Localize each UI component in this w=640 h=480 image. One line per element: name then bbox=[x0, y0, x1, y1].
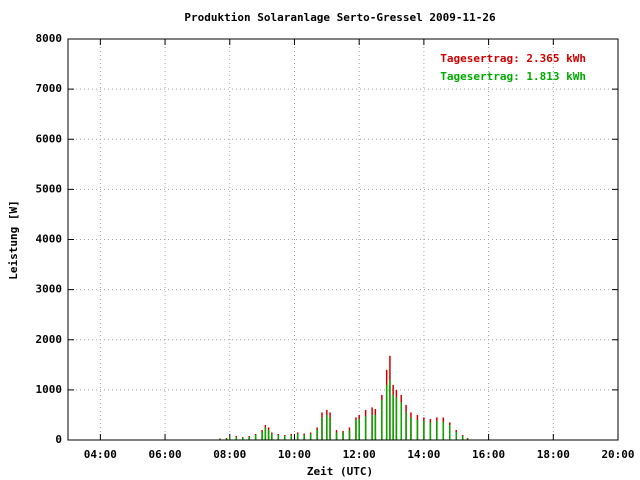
y-tick-label: 2000 bbox=[36, 333, 63, 346]
y-tick-label: 3000 bbox=[36, 283, 63, 296]
x-tick-label: 20:00 bbox=[601, 448, 634, 461]
y-tick-label: 0 bbox=[55, 433, 62, 446]
x-tick-label: 10:00 bbox=[278, 448, 311, 461]
x-axis-label: Zeit (UTC) bbox=[307, 465, 373, 478]
y-tick-label: 7000 bbox=[36, 82, 63, 95]
legend-entry: Tagesertrag: 1.813 kWh bbox=[440, 70, 586, 83]
plot-frame bbox=[67, 38, 619, 441]
chart-title: Produktion Solaranlage Serto-Gressel 200… bbox=[184, 11, 496, 24]
x-tick-label: 06:00 bbox=[148, 448, 181, 461]
x-tick-label: 16:00 bbox=[472, 448, 505, 461]
y-tick-label: 8000 bbox=[36, 32, 63, 45]
y-tick-label: 5000 bbox=[36, 182, 63, 195]
y-tick-label: 4000 bbox=[36, 233, 63, 246]
y-tick-label: 6000 bbox=[36, 132, 63, 145]
x-tick-label: 04:00 bbox=[84, 448, 117, 461]
x-tick-label: 12:00 bbox=[343, 448, 376, 461]
x-tick-label: 18:00 bbox=[537, 448, 570, 461]
x-tick-label: 08:00 bbox=[213, 448, 246, 461]
x-tick-label: 14:00 bbox=[407, 448, 440, 461]
legend-entry: Tagesertrag: 2.365 kWh bbox=[440, 52, 586, 65]
y-axis-label: Leistung [W] bbox=[7, 200, 20, 279]
y-tick-label: 1000 bbox=[36, 383, 63, 396]
